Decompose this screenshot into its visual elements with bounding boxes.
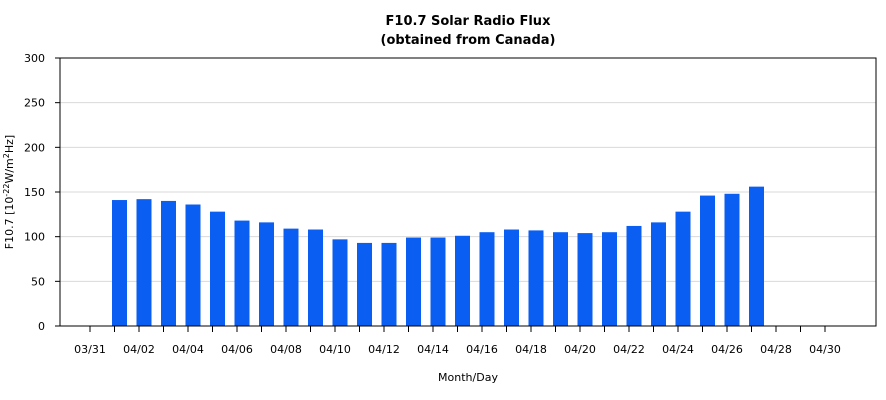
bar xyxy=(185,204,201,326)
x-tick-label: 03/31 xyxy=(74,343,106,356)
bar xyxy=(357,242,372,326)
bar xyxy=(528,230,544,326)
bar xyxy=(700,195,715,326)
x-tick-label: 04/18 xyxy=(515,343,547,356)
bar xyxy=(626,225,642,326)
bar xyxy=(455,235,470,326)
bar xyxy=(749,186,764,326)
bar xyxy=(553,232,568,326)
bar xyxy=(283,228,299,326)
bar xyxy=(332,239,348,326)
x-tick-label: 04/20 xyxy=(564,343,596,356)
x-tick-label: 04/10 xyxy=(319,343,351,356)
bar xyxy=(112,200,127,326)
bar xyxy=(724,193,740,326)
x-tick-label: 04/06 xyxy=(221,343,253,356)
x-tick-label: 04/16 xyxy=(466,343,498,356)
x-tick-label: 04/02 xyxy=(123,343,155,356)
bar-layer xyxy=(112,186,764,326)
bar xyxy=(308,229,323,326)
y-tick-label: 150 xyxy=(24,186,45,199)
bar xyxy=(651,222,666,326)
x-tick-label: 04/26 xyxy=(711,343,743,356)
y-tick-label: 100 xyxy=(24,231,45,244)
x-axis-label: Month/Day xyxy=(438,371,498,384)
x-tick-label: 04/24 xyxy=(662,343,694,356)
bar xyxy=(577,233,593,326)
x-tick-label: 04/08 xyxy=(270,343,302,356)
y-axis-label: F10.7 [10-22W/m2Hz] xyxy=(2,135,16,249)
bar xyxy=(430,237,446,326)
bar xyxy=(259,222,274,326)
x-tick-label: 04/28 xyxy=(760,343,792,356)
bar xyxy=(136,199,152,326)
bar xyxy=(210,211,225,326)
y-tick-label: 300 xyxy=(24,52,45,65)
y-tick-label: 0 xyxy=(38,320,45,333)
y-tick-label: 200 xyxy=(24,141,45,154)
y-tick-label: 50 xyxy=(31,275,45,288)
x-tick-label: 04/12 xyxy=(368,343,400,356)
bar xyxy=(234,220,250,326)
bar xyxy=(381,242,397,326)
bar xyxy=(504,229,519,326)
x-tick-label: 04/14 xyxy=(417,343,449,356)
bar xyxy=(479,232,495,326)
bar xyxy=(406,237,421,326)
tick-layer: 0 50 100 150 200 250 300 03/31 04/02 04/04 04/06 04… xyxy=(24,52,841,356)
x-tick-label: 04/04 xyxy=(172,343,204,356)
x-tick-label: 04/22 xyxy=(613,343,645,356)
bar xyxy=(602,232,617,326)
chart-title: F10.7 Solar Radio Flux xyxy=(386,14,552,29)
bar xyxy=(161,200,176,326)
x-tick-label: 04/30 xyxy=(809,343,841,356)
y-tick-label: 250 xyxy=(24,97,45,110)
bar xyxy=(675,211,691,326)
chart-subtitle: (obtained from Canada) xyxy=(381,33,556,48)
